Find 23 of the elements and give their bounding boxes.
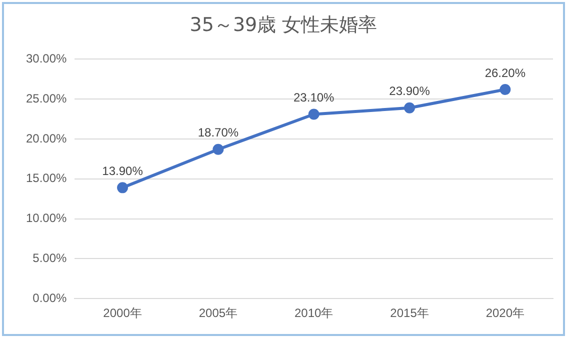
chart-title: 35～39歳 女性未婚率 bbox=[188, 13, 378, 38]
x-tick-label: 2015年 bbox=[390, 306, 429, 320]
point bbox=[308, 108, 320, 120]
data-label: 23.90% bbox=[389, 84, 430, 98]
y-tick-label: 25.00% bbox=[26, 91, 68, 106]
data-label: 23.10% bbox=[294, 90, 335, 105]
data-label: 26.20% bbox=[484, 66, 526, 80]
x-tick-label: 2000年 bbox=[103, 306, 142, 320]
point bbox=[500, 84, 511, 96]
point bbox=[404, 102, 416, 114]
x-tick-label: 2010年 bbox=[294, 306, 334, 320]
data-label: 13.90% bbox=[102, 164, 144, 178]
y-tick-label: 30.00% bbox=[26, 52, 68, 66]
point bbox=[117, 182, 128, 194]
y-tick-label: 0.00% bbox=[32, 290, 68, 305]
x-tick-label: 2005年 bbox=[198, 306, 238, 320]
x-tick-label: 2020年 bbox=[486, 306, 525, 320]
y-tick-label: 5.00% bbox=[32, 251, 68, 266]
y-tick-label: 10.00% bbox=[26, 211, 68, 226]
y-tick-label: 15.00% bbox=[26, 171, 68, 186]
y-tick-label: 20.00% bbox=[26, 131, 68, 146]
data-label: 18.70% bbox=[198, 126, 239, 140]
point bbox=[212, 144, 224, 155]
